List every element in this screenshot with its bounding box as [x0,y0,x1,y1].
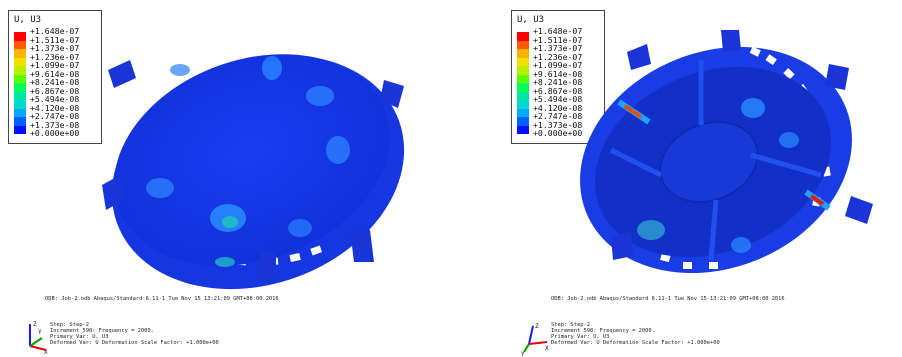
legend-swatch [517,57,529,66]
legend-value: +1.099e-07 [30,60,80,70]
legend-swatch [14,117,26,126]
legend-value: +5.494e-08 [30,94,80,104]
fe-model-top-view[interactable] [0,0,451,300]
legend-value: +1.236e-07 [533,51,583,62]
triad-x-label: X [545,345,549,352]
legend-value: +4.120e-08 [533,102,583,113]
triad-z-label: Z [33,321,37,328]
legend-value: +8.241e-08 [533,77,583,87]
contour-hotspots [617,98,831,253]
step-line: Step: Step-2 [50,322,89,328]
contour-hotspots [146,56,350,267]
mounting-tabs [102,60,404,282]
legend-swatch [14,32,26,41]
triad-y-label: Y [38,329,42,336]
legend-color-bar [517,32,529,134]
legend-swatch [517,74,529,83]
legend-swatch [517,125,529,134]
deformed-var-line: Deformed Var: U Deformation Scale Factor… [551,340,720,346]
legend-swatch [517,108,529,117]
triad-z-label: Z [535,323,539,330]
legend-swatch [14,74,26,83]
legend-swatch [14,100,26,109]
legend-value: +1.511e-07 [30,34,80,45]
increment-line: Increment 590: Frequency = 2000. [551,328,655,334]
legend-value: +6.867e-08 [533,85,583,96]
legend-value: +1.373e-08 [30,119,80,130]
triad-y-label: Y [521,351,525,356]
legend-value: +1.648e-07 [533,26,583,36]
legend-swatch [517,49,529,58]
odb-info: ODB: Job-2.odb Abaqus/Standard 6.11-1 Tu… [551,296,785,302]
primary-var-line: Primary Var: U, U3 [551,334,610,340]
triad-x-label: X [44,349,48,354]
legend-value: +1.236e-07 [30,51,80,62]
legend-value: +8.241e-08 [30,77,80,87]
legend-value: +1.373e-07 [533,43,583,53]
legend-value: +1.099e-07 [533,60,583,70]
legend-value: +1.648e-07 [30,26,80,36]
disc-top-surface [114,54,390,266]
legend-swatch [517,66,529,75]
legend-title: U, U3 [14,15,42,25]
radial-ribs [609,60,822,261]
legend-value: +9.614e-08 [533,68,583,79]
deformed-var-line: Deformed Var: U Deformation Scale Factor… [50,340,219,346]
step-info: Step: Step-2 Increment 590: Frequency = … [551,322,720,346]
contour-legend: U, U3 +1.648e-07 +1.511e-07 +1.373e-07 [511,10,605,144]
mounting-tabs [611,30,873,260]
legend-swatch [517,40,529,49]
increment-line: Increment 590: Frequency = 2000. [50,328,154,334]
legend-value: +1.511e-07 [533,34,583,45]
primary-var-line: Primary Var: U, U3 [50,334,109,340]
legend-value: +9.614e-08 [30,68,80,79]
legend-swatch [14,57,26,66]
legend-value: +0.000e+00 [533,128,583,138]
legend-swatch [14,108,26,117]
legend-swatch [517,32,529,41]
legend-swatch [14,91,26,100]
legend-value: +1.373e-07 [30,43,80,53]
legend-title: U, U3 [517,15,545,25]
legend-value: +4.120e-08 [30,102,80,113]
legend-swatch [14,83,26,92]
viewport-right[interactable]: U, U3 +1.648e-07 +1.511e-07 +1.373e-07 [451,0,902,357]
legend-value: +2.747e-08 [533,111,583,121]
step-line: Step: Step-2 [551,322,590,328]
coordinate-triad: Z Y X [29,321,48,354]
legend-value: +2.747e-08 [30,111,80,121]
legend-swatch [517,100,529,109]
legend-value: +0.000e+00 [30,128,80,138]
odb-info: ODB: Job-2.odb Abaqus/Standard 6.11-1 Tu… [45,296,279,302]
legend-value: +5.494e-08 [533,94,583,104]
viewport-left[interactable]: U, U3 +1.648e-07 +1.511e-07 +1.373e-07 [0,0,451,357]
coordinate-triad: Z X Y [521,323,549,356]
legend-swatch [517,117,529,126]
legend-color-bar [14,32,26,134]
legend-swatch [517,91,529,100]
contour-legend: U, U3 +1.648e-07 +1.511e-07 +1.373e-07 [8,10,102,144]
legend-swatch [14,66,26,75]
fe-model-bottom-view[interactable] [451,0,902,300]
legend-value: +6.867e-08 [30,85,80,96]
step-info: Step: Step-2 Increment 590: Frequency = … [50,322,219,346]
legend-value: +1.373e-08 [533,119,583,130]
legend-swatch [14,125,26,134]
legend-swatch [517,83,529,92]
central-hub [659,121,759,203]
legend-swatch [14,40,26,49]
legend-swatch [14,49,26,58]
